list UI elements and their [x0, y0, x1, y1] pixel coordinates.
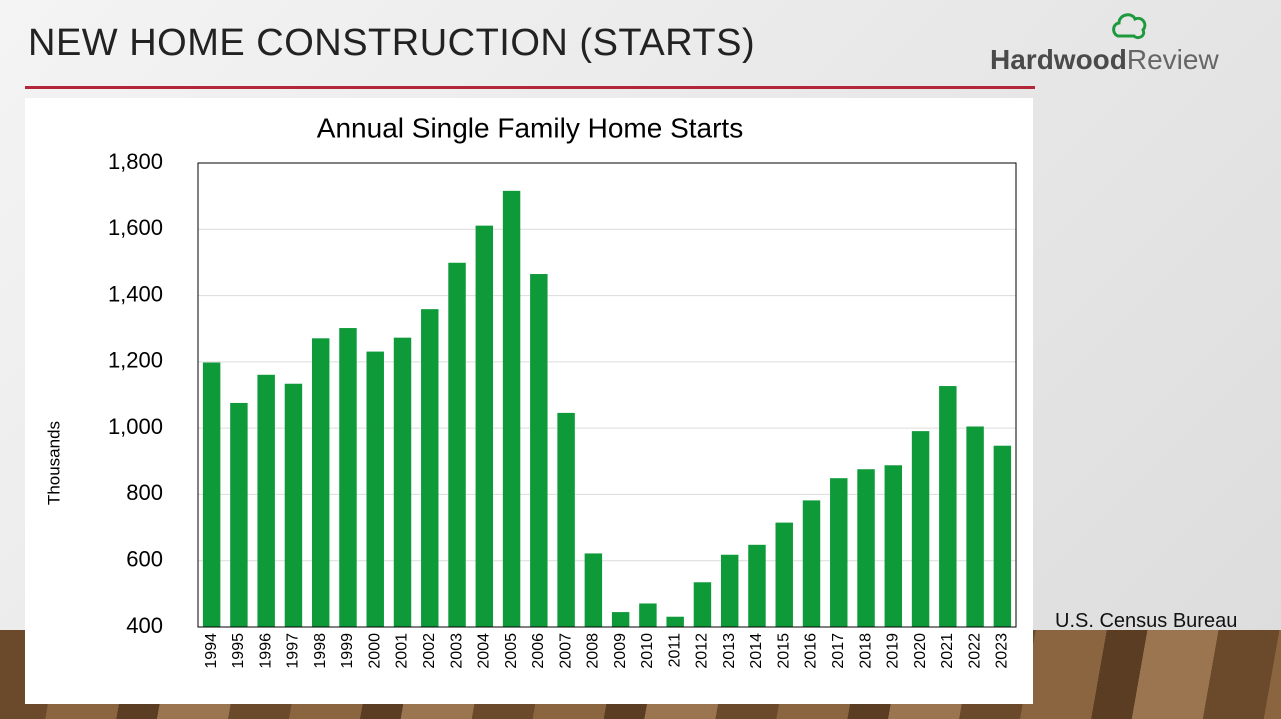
bar — [803, 500, 820, 627]
x-tick-label: 2001 — [394, 633, 411, 669]
bar — [694, 582, 711, 627]
x-tick-label: 2011 — [666, 633, 683, 668]
x-tick-label: 2018 — [857, 633, 874, 669]
x-tick-label: 2008 — [585, 633, 602, 669]
y-tick-label: 600 — [126, 547, 163, 572]
x-tick-label: 2020 — [912, 633, 929, 669]
bar — [530, 274, 547, 627]
logo-light: Review — [1127, 44, 1219, 75]
x-tick-label: 1996 — [257, 633, 274, 669]
x-tick-label: 1994 — [203, 633, 220, 669]
x-tick-label: 2007 — [557, 633, 574, 669]
bar — [203, 363, 220, 627]
x-tick-label: 1997 — [285, 633, 302, 669]
bar — [503, 191, 520, 627]
bar — [966, 426, 983, 627]
x-tick-label: 2005 — [503, 633, 520, 669]
bar — [421, 309, 438, 627]
y-tick-label: 400 — [126, 613, 163, 638]
x-tick-label: 2016 — [803, 633, 820, 669]
bar — [339, 328, 356, 627]
x-tick-label: 2004 — [476, 633, 493, 669]
bar — [912, 431, 929, 627]
bar — [312, 338, 329, 627]
chart-title: Annual Single Family Home Starts — [317, 112, 743, 143]
x-tick-label: 1998 — [312, 633, 329, 669]
y-tick-label: 1,600 — [108, 215, 163, 240]
bar — [830, 478, 847, 627]
y-tick-label: 1,200 — [108, 348, 163, 373]
logo: HardwoodReview — [990, 44, 1219, 76]
bar — [857, 469, 874, 627]
x-tick-label: 2021 — [939, 633, 956, 669]
x-tick-label: 2019 — [885, 633, 902, 669]
x-tick-label: 2003 — [448, 633, 465, 669]
bar — [230, 403, 247, 627]
bar — [285, 384, 302, 627]
x-tick-label: 2015 — [775, 633, 792, 669]
bar — [885, 465, 902, 627]
bar — [476, 226, 493, 627]
chart: Annual Single Family Home Starts Thousan… — [25, 98, 1033, 704]
y-tick-label: 800 — [126, 480, 163, 505]
logo-bold: Hardwood — [990, 44, 1127, 75]
bar — [448, 263, 465, 627]
bar — [939, 386, 956, 627]
bar — [639, 603, 656, 627]
y-tick-label: 1,800 — [108, 149, 163, 174]
bar — [585, 553, 602, 627]
x-tick-label: 1995 — [230, 633, 247, 669]
y-tick-label: 1,400 — [108, 281, 163, 306]
x-tick-label: 2012 — [694, 633, 711, 669]
x-tick-label: 2000 — [366, 633, 383, 669]
x-tick-label: 1999 — [339, 633, 356, 669]
bar — [748, 545, 765, 627]
x-tick-label: 2010 — [639, 633, 656, 669]
bar — [612, 612, 629, 627]
bar — [367, 352, 384, 627]
y-axis-label: Thousands — [44, 421, 63, 505]
x-tick-label: 2022 — [966, 633, 983, 669]
logo-tree — [1110, 10, 1150, 40]
x-tick-label: 2023 — [994, 633, 1011, 669]
x-tick-label: 2013 — [721, 633, 738, 669]
source: U.S. Census Bureau — [1055, 610, 1237, 633]
x-tick-label: 2006 — [530, 633, 547, 669]
bar — [721, 555, 738, 627]
bar — [994, 446, 1011, 627]
x-tick-label: 2017 — [830, 633, 847, 669]
title-rule — [25, 86, 1035, 89]
slide-title: NEW HOME CONSTRUCTION (STARTS) — [28, 22, 755, 65]
bar — [394, 338, 411, 627]
x-tick-label: 2009 — [612, 633, 629, 669]
bar — [776, 523, 793, 627]
y-tick-label: 1,000 — [108, 414, 163, 439]
bar — [257, 375, 274, 627]
x-tick-label: 2014 — [748, 633, 765, 669]
x-tick-label: 2002 — [421, 633, 438, 669]
bar — [666, 617, 683, 627]
bar — [557, 413, 574, 627]
slide: NEW HOME CONSTRUCTION (STARTS) HardwoodR… — [0, 0, 1281, 719]
